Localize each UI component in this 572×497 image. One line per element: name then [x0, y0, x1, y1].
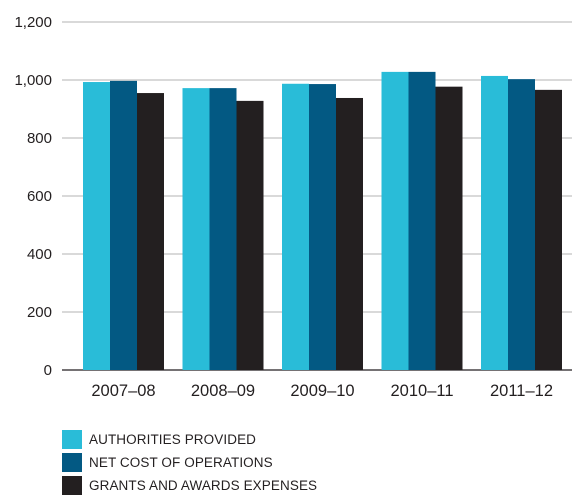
y-tick-label: 400: [27, 246, 52, 263]
x-tick-label: 2011–12: [490, 382, 553, 400]
y-tick-label: 600: [27, 188, 52, 205]
legend-label: AUTHORITIES PROVIDED: [89, 431, 257, 447]
bar: [110, 80, 137, 371]
legend-item: AUTHORITIES PROVIDED: [62, 428, 317, 450]
bar: [535, 89, 562, 371]
legend-swatch: [62, 475, 82, 495]
bar: [435, 86, 463, 371]
bar: [83, 82, 110, 370]
x-tick-label: 2009–10: [290, 382, 354, 400]
bar: [182, 88, 210, 371]
bar: [137, 93, 164, 371]
bar: [381, 71, 409, 370]
y-tick-label: 800: [27, 130, 52, 147]
legend-swatch: [62, 452, 82, 472]
bar: [408, 71, 436, 370]
legend-item: NET COST OF OPERATIONS: [62, 451, 317, 473]
y-axis-ticks: 0 200 400 600 800 1,000 1,200: [14, 14, 52, 379]
y-tick-label: 0: [44, 362, 52, 379]
x-tick-label: 2010–11: [390, 382, 453, 400]
y-tick-label: 1,000: [14, 72, 52, 89]
bar: [282, 83, 309, 371]
y-tick-label: 200: [27, 304, 52, 321]
bar: [309, 84, 336, 370]
x-tick-label: 2008–09: [191, 382, 255, 400]
legend: AUTHORITIES PROVIDED NET COST OF OPERATIO…: [62, 428, 317, 497]
legend-item: GRANTS AND AWARDS EXPENSES: [62, 474, 317, 496]
x-axis-labels: 2007–08 2008–09 2009–10 2010–11 2011–12: [91, 382, 553, 400]
y-tick-label: 1,200: [14, 14, 52, 31]
bar: [236, 100, 264, 370]
legend-label: NET COST OF OPERATIONS: [89, 454, 273, 470]
x-tick-label: 2007–08: [91, 382, 155, 400]
bar: [481, 75, 508, 370]
legend-swatch: [62, 429, 82, 449]
bar: [209, 88, 237, 371]
bar: [508, 79, 535, 370]
legend-label: GRANTS AND AWARDS EXPENSES: [89, 477, 318, 493]
bar: [336, 97, 363, 370]
bars: [83, 71, 562, 371]
